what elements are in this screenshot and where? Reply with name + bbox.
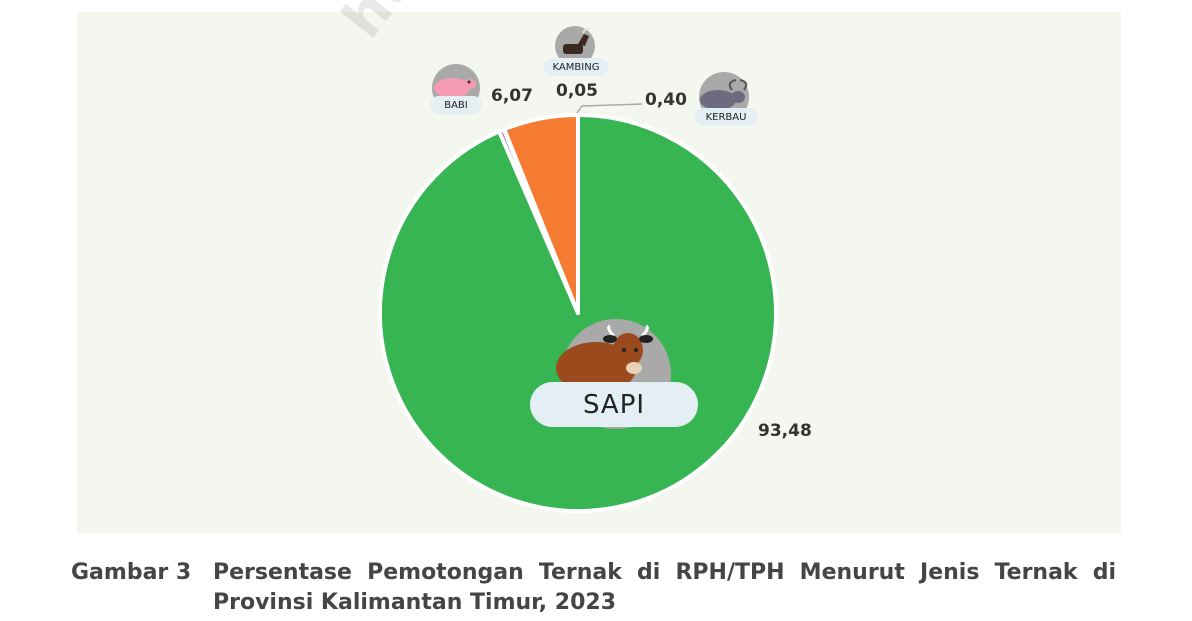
kerbau-label: KERBAU [695, 108, 757, 126]
kerbau-value-label: 0,40 [645, 90, 687, 110]
babi-value-label: 6,07 [491, 86, 533, 106]
caption-number: Gambar 3 [71, 560, 192, 585]
kerbau-leader-line [576, 103, 643, 114]
caption-text: Persentase Pemotongan Ternak di RPH/TPH … [213, 560, 1116, 615]
sapi-label: SAPI [530, 382, 698, 427]
babi-label: BABI [430, 96, 482, 114]
kambing-value-label: 0,05 [556, 81, 598, 101]
pie-slice-babi [502, 113, 580, 315]
sapi-value-label: 93,48 [758, 421, 812, 441]
goat-icon [555, 26, 595, 66]
kambing-label: KAMBING [544, 58, 608, 76]
